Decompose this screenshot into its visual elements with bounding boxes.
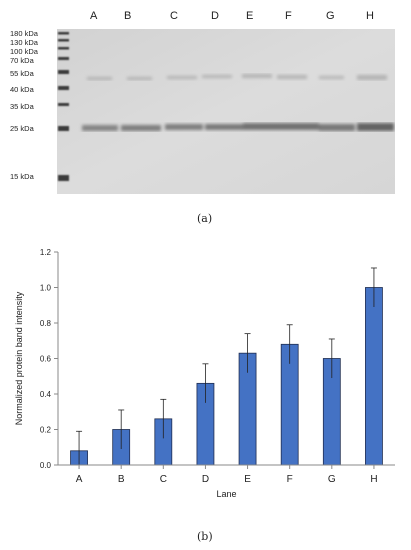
y-tick-label: 0.0 [40, 461, 52, 470]
ladder-label-40: 40 kDa [10, 85, 34, 94]
bars [70, 287, 383, 466]
ladder-label-100: 100 kDa [10, 47, 38, 56]
x-tick-label-g: G [328, 474, 336, 485]
x-axis-labels: A B C D E F G H [76, 464, 378, 485]
lane-letter-f: F [285, 10, 292, 22]
lane-letter-c: C [170, 10, 178, 22]
blot-image [57, 29, 395, 194]
ladder-label-130: 130 kDa [10, 38, 38, 47]
y-tick-label: 0.8 [40, 319, 52, 328]
x-tick-label-d: D [202, 474, 209, 485]
ladder-label-25: 25 kDa [10, 124, 34, 133]
error-bars [76, 267, 377, 465]
ladder-bands [58, 32, 69, 181]
x-axis-label: Lane [216, 489, 236, 499]
y-axis-ticks: 0.0 0.2 0.4 0.6 0.8 1.0 1.2 [40, 248, 58, 470]
bar-h [365, 287, 383, 466]
lane-letter-h: H [366, 10, 374, 22]
x-tick-label-a: A [76, 474, 83, 485]
panel-b-caption: (b) [197, 530, 213, 543]
faint-upper-bands [87, 74, 387, 80]
ladder-label-35: 35 kDa [10, 102, 34, 111]
y-tick-label: 0.6 [40, 355, 52, 364]
y-tick-label: 1.2 [40, 248, 52, 257]
lane-letter-a: A [90, 10, 98, 22]
ladder-label-70: 70 kDa [10, 56, 34, 65]
y-tick-label: 0.2 [40, 426, 52, 435]
x-tick-label-e: E [244, 474, 251, 485]
x-tick-label-b: B [118, 474, 125, 485]
lane-letter-g: G [326, 10, 335, 22]
panel-a-caption: (a) [197, 212, 213, 225]
ladder-label-55: 55 kDa [10, 69, 34, 78]
ladder-label-180: 180 kDa [10, 29, 38, 38]
y-tick-label: 0.4 [40, 390, 52, 399]
bar-chart: 0.0 0.2 0.4 0.6 0.8 1.0 1.2 A B C D E F G H Normalize… [14, 248, 395, 499]
x-tick-label-c: C [160, 474, 167, 485]
lane-letter-b: B [124, 10, 132, 22]
main-bands [82, 123, 394, 131]
ladder-label-15: 15 kDa [10, 172, 34, 181]
y-axis-label: Normalized protein band intensity [14, 291, 24, 425]
x-tick-label-h: H [370, 474, 377, 485]
x-tick-label-f: F [287, 474, 293, 485]
y-tick-label: 1.0 [40, 284, 52, 293]
lane-letter-d: D [211, 10, 219, 22]
lane-letter-e: E [246, 10, 254, 22]
